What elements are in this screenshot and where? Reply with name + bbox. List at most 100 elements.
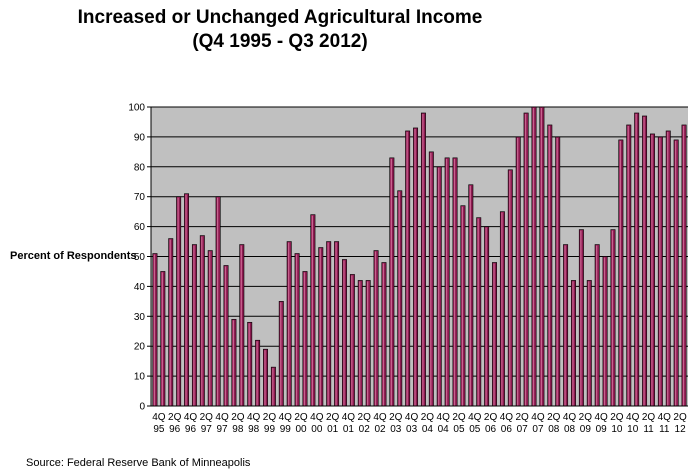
x-tick-label: 2Q xyxy=(515,412,529,423)
x-tick-label: 02 xyxy=(374,424,386,435)
bar-highlight xyxy=(288,242,290,406)
bar-highlight xyxy=(272,368,274,406)
bar-highlight xyxy=(414,128,416,406)
x-tick-label: 05 xyxy=(469,424,481,435)
x-tick-label: 2Q xyxy=(673,412,687,423)
bar-highlight xyxy=(224,266,227,406)
chart-title: Increased or Unchanged Agricultural Inco… xyxy=(0,6,560,54)
x-tick-label: 04 xyxy=(438,424,450,435)
bar-highlight xyxy=(477,218,479,406)
bar-highlight xyxy=(453,158,456,406)
y-tick-label: 60 xyxy=(134,222,146,233)
bar-highlight xyxy=(232,320,235,406)
x-tick-label: 05 xyxy=(453,424,465,435)
y-tick-label: 10 xyxy=(134,372,146,383)
x-tick-label: 4Q xyxy=(342,412,356,423)
bar-highlight xyxy=(382,263,385,406)
x-tick-label: 2Q xyxy=(421,412,435,423)
x-tick-label: 2Q xyxy=(263,412,277,423)
chart-title-line-1: Increased or Unchanged Agricultural Inco… xyxy=(77,7,483,28)
x-tick-label: 2Q xyxy=(484,412,498,423)
x-tick-label: 4Q xyxy=(152,412,166,423)
y-axis-label: Percent of Respondents xyxy=(10,250,137,262)
bar-highlight xyxy=(580,230,582,406)
x-tick-label: 09 xyxy=(596,424,608,435)
bar-highlight xyxy=(209,251,211,406)
y-tick-label: 90 xyxy=(134,132,146,143)
x-tick-label: 03 xyxy=(406,424,418,435)
bar-highlight xyxy=(185,194,187,406)
x-tick-label: 01 xyxy=(343,424,355,435)
bar-highlight xyxy=(667,131,669,407)
bar-highlight xyxy=(248,323,250,406)
x-tick-label: 06 xyxy=(501,424,513,435)
x-tick-label: 99 xyxy=(280,424,292,435)
x-tick-label: 4Q xyxy=(658,412,672,423)
bar-highlight xyxy=(351,275,353,406)
x-tick-label: 2Q xyxy=(294,412,308,423)
x-tick-label: 08 xyxy=(548,424,560,435)
x-tick-label: 4Q xyxy=(184,412,198,423)
x-tick-label: 99 xyxy=(264,424,276,435)
x-tick-label: 95 xyxy=(153,424,165,435)
x-tick-label: 4Q xyxy=(279,412,293,423)
x-tick-label: 96 xyxy=(169,424,181,435)
chart-title-line-2: (Q4 1995 - Q3 2012) xyxy=(192,31,368,52)
x-tick-label: 98 xyxy=(248,424,260,435)
x-tick-label: 11 xyxy=(659,424,670,435)
x-tick-label: 4Q xyxy=(437,412,451,423)
bar-highlight xyxy=(596,245,598,406)
x-tick-label: 01 xyxy=(327,424,339,435)
bar-highlight xyxy=(540,108,543,406)
x-tick-label: 02 xyxy=(359,424,371,435)
x-tick-label: 97 xyxy=(217,424,229,435)
y-tick-label: 50 xyxy=(134,252,146,263)
bar-highlight xyxy=(674,140,677,406)
bar-highlight xyxy=(201,236,203,406)
bar-highlight xyxy=(643,116,645,406)
bar-highlight xyxy=(627,125,629,406)
x-tick-label: 10 xyxy=(627,424,639,435)
bar-highlight xyxy=(264,350,266,406)
x-tick-label: 00 xyxy=(311,424,323,435)
bar-highlight xyxy=(485,227,487,406)
y-tick-label: 70 xyxy=(134,192,146,203)
bar-highlight xyxy=(651,134,653,406)
bar-highlight xyxy=(556,137,558,406)
bar-highlight xyxy=(169,239,171,406)
bar-highlight xyxy=(588,281,590,406)
bar-highlight xyxy=(311,215,314,406)
x-tick-label: 2Q xyxy=(610,412,624,423)
bar-highlight xyxy=(572,281,574,406)
bar-highlight xyxy=(611,230,614,406)
x-tick-label: 4Q xyxy=(594,412,608,423)
x-tick-label: 2Q xyxy=(642,412,656,423)
x-tick-label: 2Q xyxy=(200,412,214,423)
x-tick-label: 2Q xyxy=(168,412,182,423)
bar-highlight xyxy=(153,254,156,406)
bar-highlight xyxy=(367,281,369,406)
bar-highlight xyxy=(603,257,606,406)
bar-highlight xyxy=(493,263,495,406)
bar-highlight xyxy=(469,185,471,406)
x-tick-label: 07 xyxy=(517,424,529,435)
x-tick-label: 4Q xyxy=(563,412,577,423)
x-tick-label: 98 xyxy=(232,424,244,435)
y-tick-label: 0 xyxy=(139,402,145,413)
bar-highlight xyxy=(303,272,306,406)
bar-highlight xyxy=(635,113,637,406)
x-tick-label: 4Q xyxy=(626,412,640,423)
x-tick-label: 2Q xyxy=(547,412,561,423)
bar-highlight xyxy=(343,260,345,406)
bar-highlight xyxy=(532,108,535,406)
bar-highlight xyxy=(430,152,432,406)
bar-highlight xyxy=(461,206,464,406)
bar-highlight xyxy=(374,251,377,406)
y-tick-label: 40 xyxy=(134,282,146,293)
y-tick-label: 30 xyxy=(134,312,146,323)
bar-highlight xyxy=(524,113,527,406)
bar-highlight xyxy=(398,191,400,406)
x-tick-label: 4Q xyxy=(247,412,261,423)
x-tick-label: 2Q xyxy=(389,412,403,423)
x-tick-label: 09 xyxy=(580,424,592,435)
